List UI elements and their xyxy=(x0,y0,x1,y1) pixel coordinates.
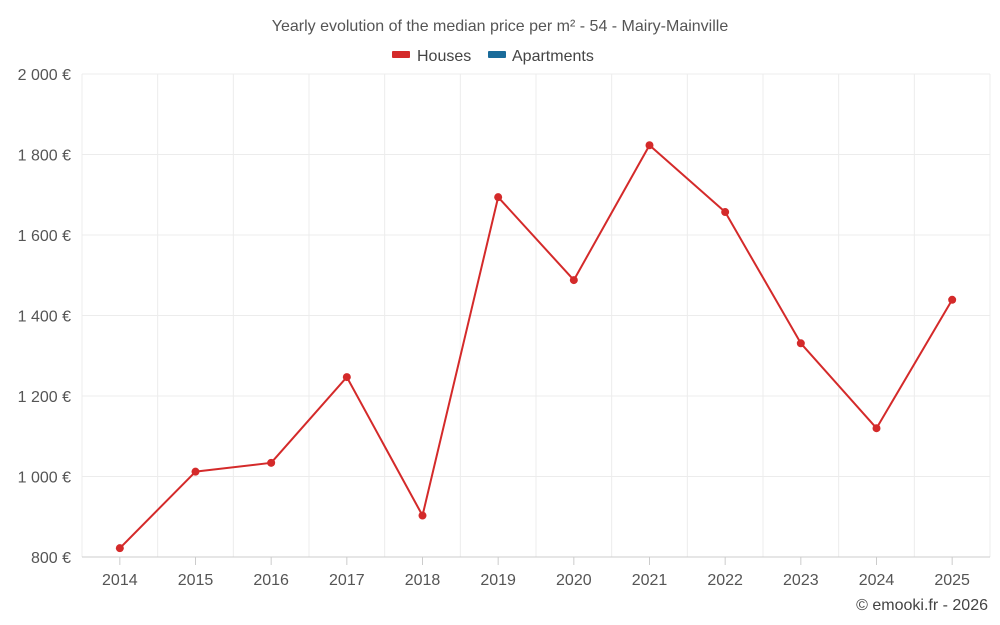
legend-label-houses[interactable]: Houses xyxy=(417,48,471,65)
data-point-houses-2020[interactable] xyxy=(569,276,578,285)
data-point-houses-2021[interactable] xyxy=(645,141,654,150)
data-point-houses-2014[interactable] xyxy=(115,544,124,553)
x-tick-label: 2024 xyxy=(859,572,895,589)
data-point-houses-2015[interactable] xyxy=(191,467,200,476)
y-tick-label: 1 800 € xyxy=(18,148,71,165)
data-point-houses-2019[interactable] xyxy=(494,193,503,202)
y-tick-label: 1 400 € xyxy=(18,309,71,326)
x-tick-label: 2025 xyxy=(934,572,970,589)
chart-title: Yearly evolution of the median price per… xyxy=(272,18,729,35)
data-point-houses-2025[interactable] xyxy=(948,295,957,304)
data-point-houses-2017[interactable] xyxy=(342,373,351,382)
x-tick-label: 2015 xyxy=(178,572,214,589)
x-tick-label: 2020 xyxy=(556,572,592,589)
data-point-houses-2018[interactable] xyxy=(418,511,427,520)
legend-swatch-apartments[interactable] xyxy=(488,51,506,58)
x-tick-label: 2016 xyxy=(253,572,289,589)
y-tick-label: 1 000 € xyxy=(18,470,71,487)
x-tick-label: 2021 xyxy=(632,572,668,589)
x-tick-label: 2017 xyxy=(329,572,365,589)
y-tick-label: 2 000 € xyxy=(18,67,71,84)
data-point-houses-2022[interactable] xyxy=(721,208,730,217)
series-line-houses xyxy=(119,144,954,549)
legend: Houses Apartments xyxy=(392,48,594,65)
credit-text: © emooki.fr - 2026 xyxy=(856,597,988,614)
data-point-houses-2023[interactable] xyxy=(796,339,805,348)
y-tick-label: 800 € xyxy=(31,550,71,567)
y-tick-label: 1 200 € xyxy=(18,389,71,406)
legend-label-apartments[interactable]: Apartments xyxy=(512,48,594,65)
data-point-houses-2024[interactable] xyxy=(872,424,881,433)
legend-swatch-houses[interactable] xyxy=(392,51,410,58)
data-point-houses-2016[interactable] xyxy=(267,458,276,467)
axes: 800 € 1 000 € 1 200 € 1 400 € 1 600 € 1 800 €… xyxy=(18,67,990,589)
x-tick-label: 2023 xyxy=(783,572,819,589)
x-tick-label: 2019 xyxy=(480,572,516,589)
x-tick-label: 2018 xyxy=(405,572,441,589)
series xyxy=(115,141,957,553)
grid xyxy=(81,73,991,558)
x-tick-label: 2022 xyxy=(707,572,743,589)
x-tick-label: 2014 xyxy=(102,572,138,589)
y-tick-label: 1 600 € xyxy=(18,228,71,245)
